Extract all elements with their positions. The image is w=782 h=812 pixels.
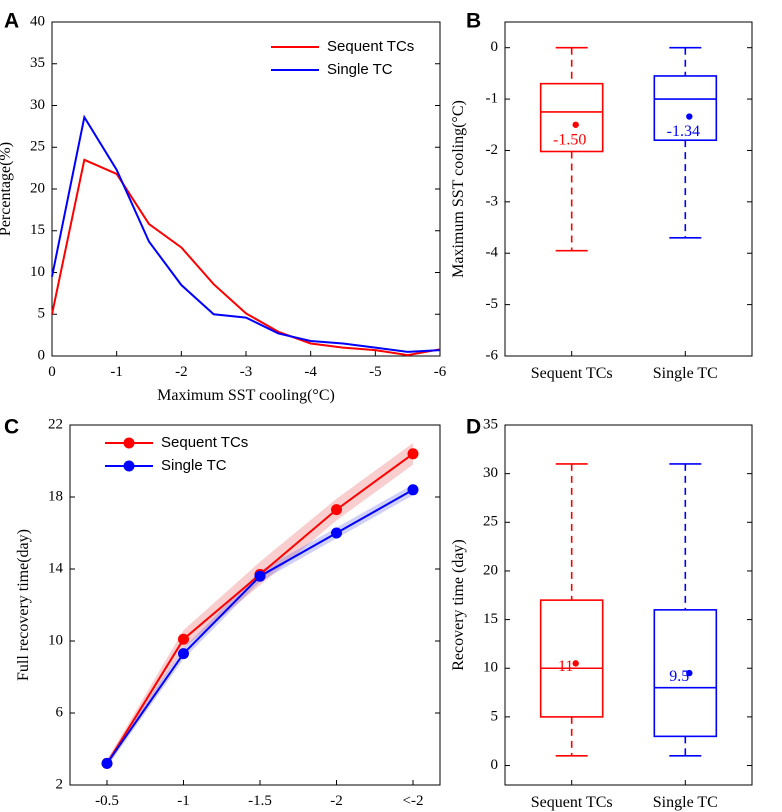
y-tick-label: 14 xyxy=(48,560,64,576)
box-sequent xyxy=(539,599,604,718)
x-tick-label: -2 xyxy=(330,793,343,809)
data-point-single xyxy=(407,484,419,496)
data-point-sequent xyxy=(407,448,419,460)
series-line-single xyxy=(106,488,414,764)
series-line-single xyxy=(51,114,441,353)
x-tick-label: -1.5 xyxy=(248,793,272,809)
x-tick-label: -1 xyxy=(177,793,190,809)
mean-label-sequent: -1.50 xyxy=(553,131,586,148)
x-tick-label: Sequent TCs xyxy=(531,365,613,382)
legend-marker xyxy=(123,437,135,449)
legend-marker xyxy=(123,460,135,472)
y-axis-label: Maximum SST cooling(°C) xyxy=(450,100,467,278)
panel-label-b: B xyxy=(466,10,481,33)
y-tick-label: 0 xyxy=(38,347,46,363)
mean-marker-single xyxy=(686,669,693,677)
y-tick-label: 30 xyxy=(30,97,45,113)
x-tick-label: -4 xyxy=(304,364,317,380)
y-tick-label: -6 xyxy=(486,347,499,363)
x-tick-label: Single TC xyxy=(653,365,718,382)
box-sequent xyxy=(539,82,604,153)
x-tick-label: Single TC xyxy=(653,794,718,811)
x-tick-label: -5 xyxy=(369,364,382,380)
x-tick-label: -0.5 xyxy=(95,793,119,809)
y-tick-label: 0 xyxy=(491,39,499,55)
x-tick-label: 0 xyxy=(48,364,56,380)
legend-label: Sequent TCs xyxy=(327,38,414,55)
mean-marker-single xyxy=(686,113,693,120)
data-point-single xyxy=(254,570,266,582)
y-tick-label: 0 xyxy=(491,757,499,773)
confidence-band-single xyxy=(107,484,413,767)
panel-b-axes-box xyxy=(504,21,753,357)
panel-d-axes-box xyxy=(504,424,753,786)
series-line-sequent xyxy=(106,452,414,764)
panel-label-a: A xyxy=(4,10,19,33)
y-tick-label: 25 xyxy=(30,139,45,155)
y-tick-label: 10 xyxy=(48,632,63,648)
y-tick-label: 35 xyxy=(30,55,45,71)
y-tick-label: 10 xyxy=(30,264,45,280)
panel-label-c: C xyxy=(4,416,19,439)
y-tick-label: 5 xyxy=(491,708,499,724)
mean-marker-sequent xyxy=(572,121,579,128)
legend-label: Single TC xyxy=(161,457,227,474)
y-tick-label: -3 xyxy=(486,193,499,209)
y-tick-label: 6 xyxy=(56,704,64,720)
mean-label-single: -1.34 xyxy=(667,123,700,140)
y-tick-label: 2 xyxy=(56,776,64,792)
y-tick-label: -2 xyxy=(486,142,499,158)
y-tick-label: 20 xyxy=(30,180,45,196)
x-tick-label: -3 xyxy=(240,364,253,380)
x-tick-label: -2 xyxy=(175,364,188,380)
y-tick-label: 35 xyxy=(483,416,498,432)
x-tick-label: -1 xyxy=(110,364,123,380)
mean-label-single: 9.5 xyxy=(669,668,689,685)
data-point-single xyxy=(331,527,342,539)
data-point-single xyxy=(101,757,113,769)
y-axis-label: Percentage(%) xyxy=(0,142,14,236)
y-tick-label: 18 xyxy=(48,488,63,504)
y-axis-label: Recovery time (day) xyxy=(450,539,467,671)
panel-label-d: D xyxy=(466,416,481,439)
y-tick-label: 5 xyxy=(38,306,46,322)
mean-label-sequent: 11 xyxy=(558,658,573,675)
box-single xyxy=(653,75,718,141)
x-tick-label: <-2 xyxy=(403,793,424,809)
y-tick-label: -5 xyxy=(486,296,499,312)
y-tick-label: 40 xyxy=(30,13,45,29)
panel-c-axes-box xyxy=(69,424,441,786)
x-tick-label: Sequent TCs xyxy=(531,794,613,811)
mean-marker-sequent xyxy=(572,660,579,667)
y-tick-label: 10 xyxy=(483,660,498,676)
y-tick-label: 25 xyxy=(483,514,498,530)
series-line-sequent xyxy=(51,158,441,357)
y-tick-label: -1 xyxy=(486,91,499,107)
y-tick-label: 20 xyxy=(483,562,498,578)
box-single xyxy=(653,609,718,738)
data-point-sequent xyxy=(331,504,342,516)
legend-label: Sequent TCs xyxy=(161,434,248,451)
y-tick-label: 30 xyxy=(483,465,498,481)
data-point-sequent xyxy=(178,633,189,645)
x-tick-label: -6 xyxy=(434,364,447,380)
y-tick-label: -4 xyxy=(486,245,499,261)
y-tick-label: 15 xyxy=(483,611,498,627)
y-axis-label: Full recovery time(day) xyxy=(15,529,32,681)
data-point-single xyxy=(178,648,189,660)
legend-label: Single TC xyxy=(327,61,393,78)
y-tick-label: 15 xyxy=(30,222,45,238)
confidence-band-sequent xyxy=(107,443,413,767)
y-tick-label: 22 xyxy=(48,416,63,432)
x-axis-label: Maximum SST cooling(°C) xyxy=(157,387,335,404)
